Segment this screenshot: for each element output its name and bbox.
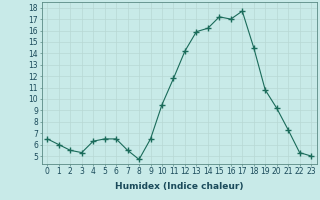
X-axis label: Humidex (Indice chaleur): Humidex (Indice chaleur): [115, 182, 244, 191]
